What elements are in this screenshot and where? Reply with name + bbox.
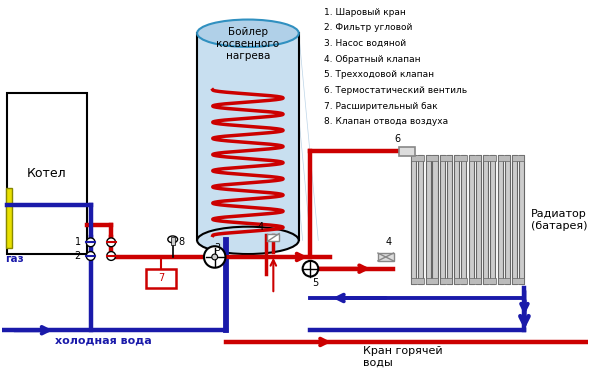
Bar [483,155,488,284]
Bar [440,155,452,161]
Text: 3. Насос водяной: 3. Насос водяной [324,39,406,48]
Text: 2: 2 [74,251,81,261]
Text: газ: газ [5,254,23,264]
Bar [483,155,496,161]
Bar [433,155,437,284]
Bar [425,279,438,284]
Circle shape [86,238,95,247]
Bar [425,155,431,284]
Text: 5: 5 [313,279,319,289]
Circle shape [107,252,116,260]
Bar [447,155,452,284]
Bar [454,155,467,161]
Bar [512,155,524,161]
Text: 2. Фильтр угловой: 2. Фильтр угловой [324,23,413,32]
Bar [505,155,509,284]
Bar [171,237,175,245]
Bar [411,155,424,161]
Bar [454,279,467,284]
Text: 8. Клапан отвода воздуха: 8. Клапан отвода воздуха [324,117,448,126]
Bar [7,93,87,254]
Circle shape [302,261,318,276]
Bar [146,269,176,288]
Ellipse shape [168,236,178,243]
Text: Котел: Котел [27,167,67,180]
Circle shape [212,254,218,260]
Bar [519,155,524,284]
Bar [490,155,495,284]
Bar [440,279,452,284]
Text: Бойлер
косвенного
нагрева: Бойлер косвенного нагрева [217,27,280,60]
Bar [378,253,394,261]
Bar [483,279,496,284]
Bar [476,155,481,284]
Bar [425,155,438,161]
Text: 6. Термостатический вентиль: 6. Термостатический вентиль [324,86,467,95]
Circle shape [107,238,116,247]
Text: 5. Трехходовой клапан: 5. Трехходовой клапан [324,70,434,79]
Text: 7. Расширительный бак: 7. Расширительный бак [324,102,438,111]
Bar [268,233,279,241]
Bar [512,155,517,284]
Bar [400,147,415,156]
Text: 4: 4 [257,221,263,232]
Bar [411,155,416,284]
Text: 8: 8 [179,237,185,247]
Bar [497,155,510,161]
Text: холодная вода: холодная вода [55,335,152,345]
Text: 3: 3 [215,243,221,253]
Bar [469,155,474,284]
Bar [461,155,466,284]
Text: 6: 6 [394,134,400,144]
Circle shape [86,252,95,260]
Ellipse shape [197,227,299,254]
Bar [440,155,445,284]
Text: 1: 1 [75,237,81,247]
Text: Радиатор
(батарея): Радиатор (батарея) [531,209,588,231]
Bar [411,279,424,284]
Text: Кран горячей
воды: Кран горячей воды [363,346,443,368]
Bar [497,279,510,284]
Bar [5,188,13,248]
Text: 1. Шаровый кран: 1. Шаровый кран [324,8,406,17]
Bar [469,279,481,284]
Ellipse shape [197,20,299,47]
Circle shape [204,246,226,268]
Bar [497,155,503,284]
Text: 4: 4 [386,237,392,247]
Bar [418,155,423,284]
Bar [454,155,460,284]
Bar [197,33,299,240]
Bar [469,155,481,161]
Bar [512,279,524,284]
Text: 7: 7 [158,273,164,283]
Text: 4. Обратный клапан: 4. Обратный клапан [324,55,421,64]
